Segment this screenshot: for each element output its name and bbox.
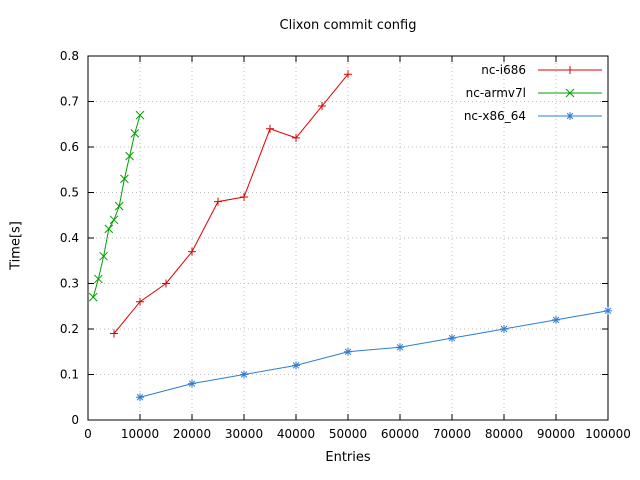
x-tick-label: 100000 [585,427,631,441]
data-point-marker [240,370,248,379]
x-tick-label: 60000 [381,427,419,441]
y-tick-label: 0.3 [60,277,79,291]
x-tick-label: 20000 [173,427,211,441]
series-nc-i686 [110,70,352,338]
x-tick-label: 40000 [277,427,315,441]
x-tick-label: 50000 [329,427,367,441]
data-point-marker [500,325,508,333]
y-tick-label: 0.5 [60,186,79,200]
data-point-marker [162,279,170,288]
data-point-marker [188,379,196,388]
data-point-marker [114,201,124,211]
x-tick-label: 0 [84,427,92,441]
data-point-marker [266,124,274,133]
legend-label: nc-i686 [481,63,526,77]
data-point-marker [396,343,404,352]
data-point-marker [214,197,222,206]
y-axis-label: Time[s] [8,221,24,270]
legend-entry-nc-i686: nc-i686 [481,63,602,77]
y-tick-label: 0.1 [60,368,79,382]
y-tick-label: 0.6 [60,140,79,154]
data-point-marker [125,151,134,161]
data-point-marker [344,347,352,356]
data-point-marker [604,306,612,315]
data-point-marker [99,251,108,261]
x-tick-label: 80000 [485,427,523,441]
data-point-marker [188,247,196,256]
data-point-marker [240,193,248,202]
series-line [139,310,609,398]
plot-border [87,55,609,421]
legend-label: nc-armv7l [466,86,526,100]
data-point-marker [565,88,575,98]
x-tick-label: 10000 [121,427,159,441]
data-point-marker [448,334,456,343]
series-nc-x86_64 [136,306,612,402]
y-tick-label: 0.4 [60,231,79,245]
y-tick-label: 0 [71,413,79,427]
y-tick-label: 0.2 [60,322,79,336]
series-nc-armv7l [88,110,145,302]
legend-label: nc-x86_64 [464,109,526,123]
legend-entry-nc-armv7l: nc-armv7l [466,86,602,100]
data-point-marker [88,292,98,302]
x-axis-label: Entries [325,450,371,465]
series-line [92,115,141,298]
x-tick-label: 70000 [433,427,471,441]
x-tick-label: 90000 [537,427,575,441]
data-point-marker [136,297,144,306]
data-point-marker [552,315,560,324]
data-point-marker [104,224,114,234]
data-point-marker [344,70,352,79]
data-point-marker [292,133,300,142]
data-point-marker [292,361,300,370]
chart-title: Clixon commit config [279,18,417,33]
data-point-marker [136,393,144,402]
data-point-marker [135,110,145,120]
data-point-marker [109,215,119,225]
legend-entry-nc-x86_64: nc-x86_64 [464,109,602,123]
data-point-marker [566,112,574,120]
y-tick-label: 0.7 [60,95,79,109]
data-point-marker [566,66,574,74]
data-point-marker [110,329,118,338]
data-point-marker [94,274,103,284]
data-point-marker [120,174,129,184]
data-point-marker [130,128,140,138]
x-tick-label: 30000 [225,427,263,441]
series-line [113,73,349,334]
data-point-marker [318,102,326,111]
y-tick-label: 0.8 [60,49,79,63]
